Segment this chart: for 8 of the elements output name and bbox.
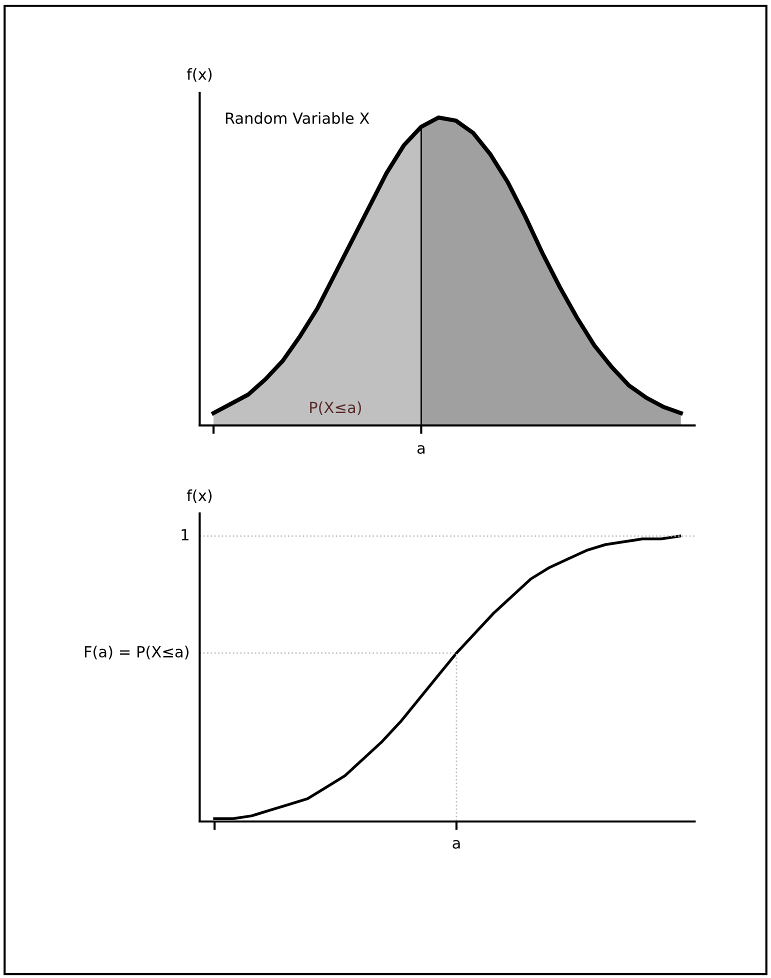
text: a [417, 445, 425, 454]
annotation: P(X≤a) [310, 401, 362, 416]
y-axis-title: f(x) [186, 68, 212, 82]
ref-line-label: 1 [182, 529, 188, 540]
ref-line-label: F(a) = P(X≤a) [84, 646, 188, 660]
annotation: Random Variable X [226, 112, 370, 124]
text: a [452, 840, 460, 849]
y-axis-title: f(x) [186, 489, 212, 504]
